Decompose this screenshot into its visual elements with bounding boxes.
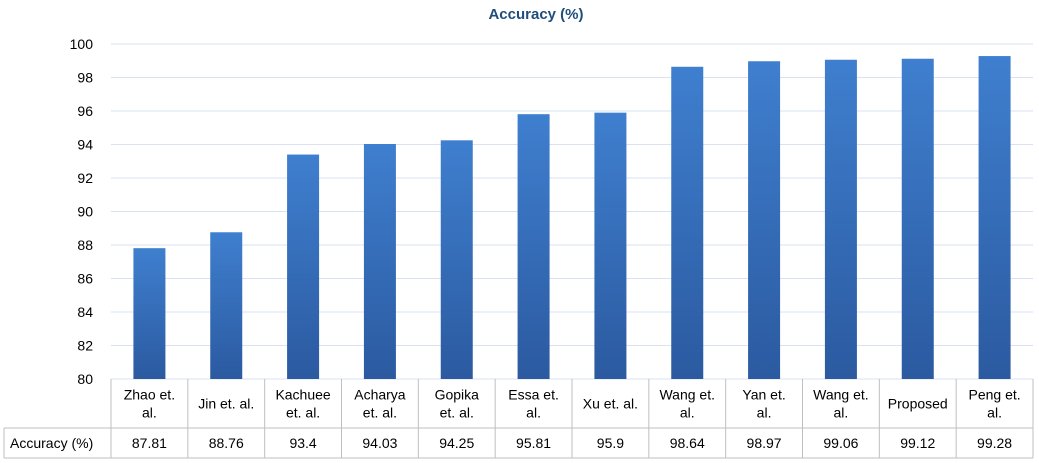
bar	[671, 66, 704, 379]
category-label: et. al.	[286, 405, 320, 421]
category-label: Zhao et.	[124, 387, 175, 403]
category-label: Wang et.	[813, 387, 869, 403]
y-tick-label: 84	[77, 304, 93, 320]
category-label: Kachuee	[275, 387, 330, 403]
chart-title: Accuracy (%)	[488, 6, 583, 23]
table-value: 87.81	[132, 435, 167, 451]
bar	[287, 154, 320, 379]
bar	[748, 61, 781, 379]
y-tick-label: 82	[77, 338, 93, 354]
category-label: et. al.	[363, 405, 397, 421]
bar	[210, 232, 243, 379]
bar	[594, 112, 627, 380]
table-value: 93.4	[289, 435, 316, 451]
category-label: al.	[834, 405, 849, 421]
bar	[824, 59, 857, 380]
table-value: 98.64	[670, 435, 705, 451]
bar	[901, 58, 934, 380]
category-label: al.	[680, 405, 695, 421]
category-label: al.	[526, 405, 541, 421]
y-tick-label: 94	[77, 137, 93, 153]
table-value: 99.28	[977, 435, 1012, 451]
category-label: al.	[987, 405, 1002, 421]
y-tick-label: 88	[77, 237, 93, 253]
table-value: 88.76	[209, 435, 244, 451]
table-value: 98.97	[747, 435, 782, 451]
bar	[440, 140, 473, 379]
bar	[133, 248, 166, 379]
category-label: Yan et.	[742, 387, 785, 403]
category-label: Xu et. al.	[583, 396, 638, 412]
table-value: 99.06	[823, 435, 858, 451]
category-label: Proposed	[888, 396, 948, 412]
bar	[978, 56, 1011, 380]
category-label: Essa et.	[508, 387, 559, 403]
category-label: Jin et. al.	[198, 396, 254, 412]
table-series-label: Accuracy (%)	[10, 435, 93, 451]
table-value: 95.81	[516, 435, 551, 451]
bar	[363, 143, 396, 379]
table-value: 95.9	[597, 435, 624, 451]
category-label: Wang et.	[659, 387, 715, 403]
y-tick-label: 80	[77, 371, 93, 387]
y-tick-label: 90	[77, 204, 93, 220]
table-value: 99.12	[900, 435, 935, 451]
category-label: et. al.	[440, 405, 474, 421]
category-label: al.	[142, 405, 157, 421]
category-label: Gopika	[435, 387, 480, 403]
bar	[517, 114, 550, 380]
category-label: al.	[757, 405, 772, 421]
category-label: Acharya	[354, 387, 406, 403]
table-value: 94.03	[362, 435, 397, 451]
y-tick-label: 100	[70, 36, 94, 52]
category-label: Peng et.	[969, 387, 1021, 403]
y-tick-label: 96	[77, 103, 93, 119]
y-tick-label: 98	[77, 70, 93, 86]
y-tick-label: 86	[77, 271, 93, 287]
table-value: 94.25	[439, 435, 474, 451]
y-tick-label: 92	[77, 170, 93, 186]
